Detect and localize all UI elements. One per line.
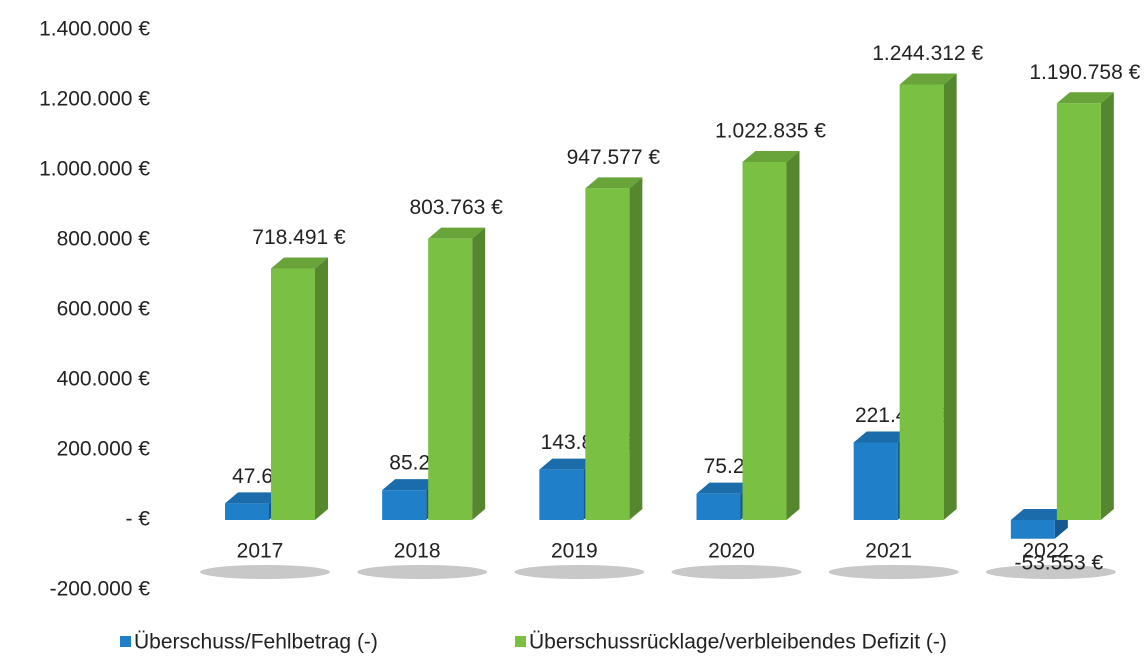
bar-side — [629, 177, 643, 520]
bar-shadow — [514, 565, 645, 579]
bar-shadow — [985, 565, 1116, 579]
bar-top — [1056, 92, 1114, 104]
bar — [696, 493, 741, 520]
x-tick-label: 2020 — [708, 540, 755, 563]
bar-side — [943, 73, 957, 521]
value-label: 947.577 € — [567, 146, 661, 169]
y-tick-label: 800.000 € — [57, 228, 151, 251]
y-tick-label: 1.400.000 € — [39, 18, 150, 41]
bar-top — [271, 257, 328, 269]
bar-top — [585, 177, 643, 189]
x-tick-label: 2017 — [237, 540, 284, 563]
y-tick-label: 200.000 € — [57, 438, 151, 461]
bar-top — [428, 227, 486, 239]
bar-side — [786, 151, 800, 520]
x-tick-label: 2019 — [551, 540, 598, 563]
bar-shadow — [200, 565, 330, 579]
x-tick-label: 2022 — [1022, 540, 1069, 563]
value-label: 1.190.758 € — [1029, 61, 1140, 84]
y-tick-label: -200.000 € — [50, 578, 151, 601]
bar — [1010, 520, 1055, 539]
x-tick-label: 2018 — [394, 540, 441, 563]
bar — [899, 84, 944, 521]
bar-side — [472, 227, 486, 520]
bar-top — [899, 73, 957, 85]
value-label: 718.491 € — [252, 226, 346, 249]
bar-shadow — [828, 565, 959, 579]
bar-top — [225, 492, 282, 504]
bar — [742, 162, 787, 520]
bar-side — [1100, 92, 1114, 520]
bar — [539, 469, 584, 520]
bar-top — [853, 431, 911, 443]
value-label: 803.763 € — [409, 196, 503, 219]
legend-label: Überschuss/Fehlbetrag (-) — [134, 631, 378, 654]
value-label: 1.022.835 € — [715, 120, 826, 143]
bar — [382, 490, 427, 520]
legend-swatch — [515, 636, 526, 647]
bar — [1056, 103, 1101, 520]
bar — [585, 188, 630, 520]
bar-top — [742, 151, 800, 163]
legend-swatch — [120, 636, 131, 647]
bar-shadow — [671, 565, 802, 579]
bar-shadow — [357, 565, 488, 579]
bar — [853, 442, 898, 520]
bar-top — [696, 482, 754, 494]
y-tick-label: 1.200.000 € — [39, 88, 150, 111]
bar — [225, 503, 269, 520]
x-tick-label: 2021 — [865, 540, 912, 563]
value-label: 1.244.312 € — [872, 42, 983, 65]
bar-top — [539, 458, 597, 470]
bar — [428, 238, 473, 520]
value-label: -53.553 € — [1014, 552, 1103, 575]
bar-side — [315, 257, 328, 520]
y-tick-label: 1.000.000 € — [39, 158, 150, 181]
y-tick-label: - € — [125, 508, 150, 531]
bar-top — [382, 479, 440, 491]
y-tick-label: 600.000 € — [57, 298, 151, 321]
legend-label: Überschussrücklage/verbleibendes Defizit… — [529, 631, 947, 654]
y-tick-label: 400.000 € — [57, 368, 151, 391]
bar-top — [1010, 509, 1068, 520]
bar — [271, 268, 315, 520]
